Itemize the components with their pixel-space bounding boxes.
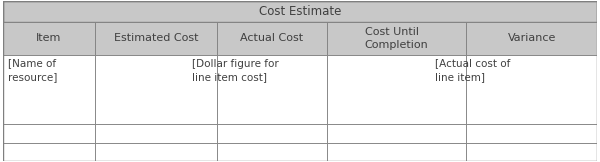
Text: Item: Item	[37, 34, 62, 44]
Bar	[327, 143, 466, 161]
Bar	[466, 55, 597, 124]
Text: Cost Estimate: Cost Estimate	[259, 5, 341, 18]
Bar	[3, 55, 95, 124]
Bar	[95, 124, 217, 143]
Bar	[466, 23, 597, 55]
Bar	[3, 23, 95, 55]
Bar	[327, 23, 466, 55]
Bar	[217, 55, 327, 124]
Bar	[95, 23, 217, 55]
Bar	[466, 143, 597, 161]
Text: [Name of
resource]: [Name of resource]	[8, 58, 57, 82]
Bar	[3, 143, 95, 161]
Text: Estimated Cost: Estimated Cost	[114, 34, 198, 44]
Bar	[327, 55, 466, 124]
Text: [Dollar figure for
line item cost]: [Dollar figure for line item cost]	[192, 58, 278, 82]
Text: Cost Until
Completion: Cost Until Completion	[365, 27, 428, 50]
Bar	[327, 124, 466, 143]
Text: Variance: Variance	[508, 34, 556, 44]
Bar	[3, 124, 95, 143]
Bar	[95, 143, 217, 161]
Bar	[217, 143, 327, 161]
Text: Actual Cost: Actual Cost	[240, 34, 304, 44]
Bar	[466, 124, 597, 143]
Bar	[3, 1, 597, 23]
Text: [Actual cost of
line item]: [Actual cost of line item]	[436, 58, 511, 82]
Bar	[95, 55, 217, 124]
Bar	[217, 23, 327, 55]
Bar	[217, 124, 327, 143]
